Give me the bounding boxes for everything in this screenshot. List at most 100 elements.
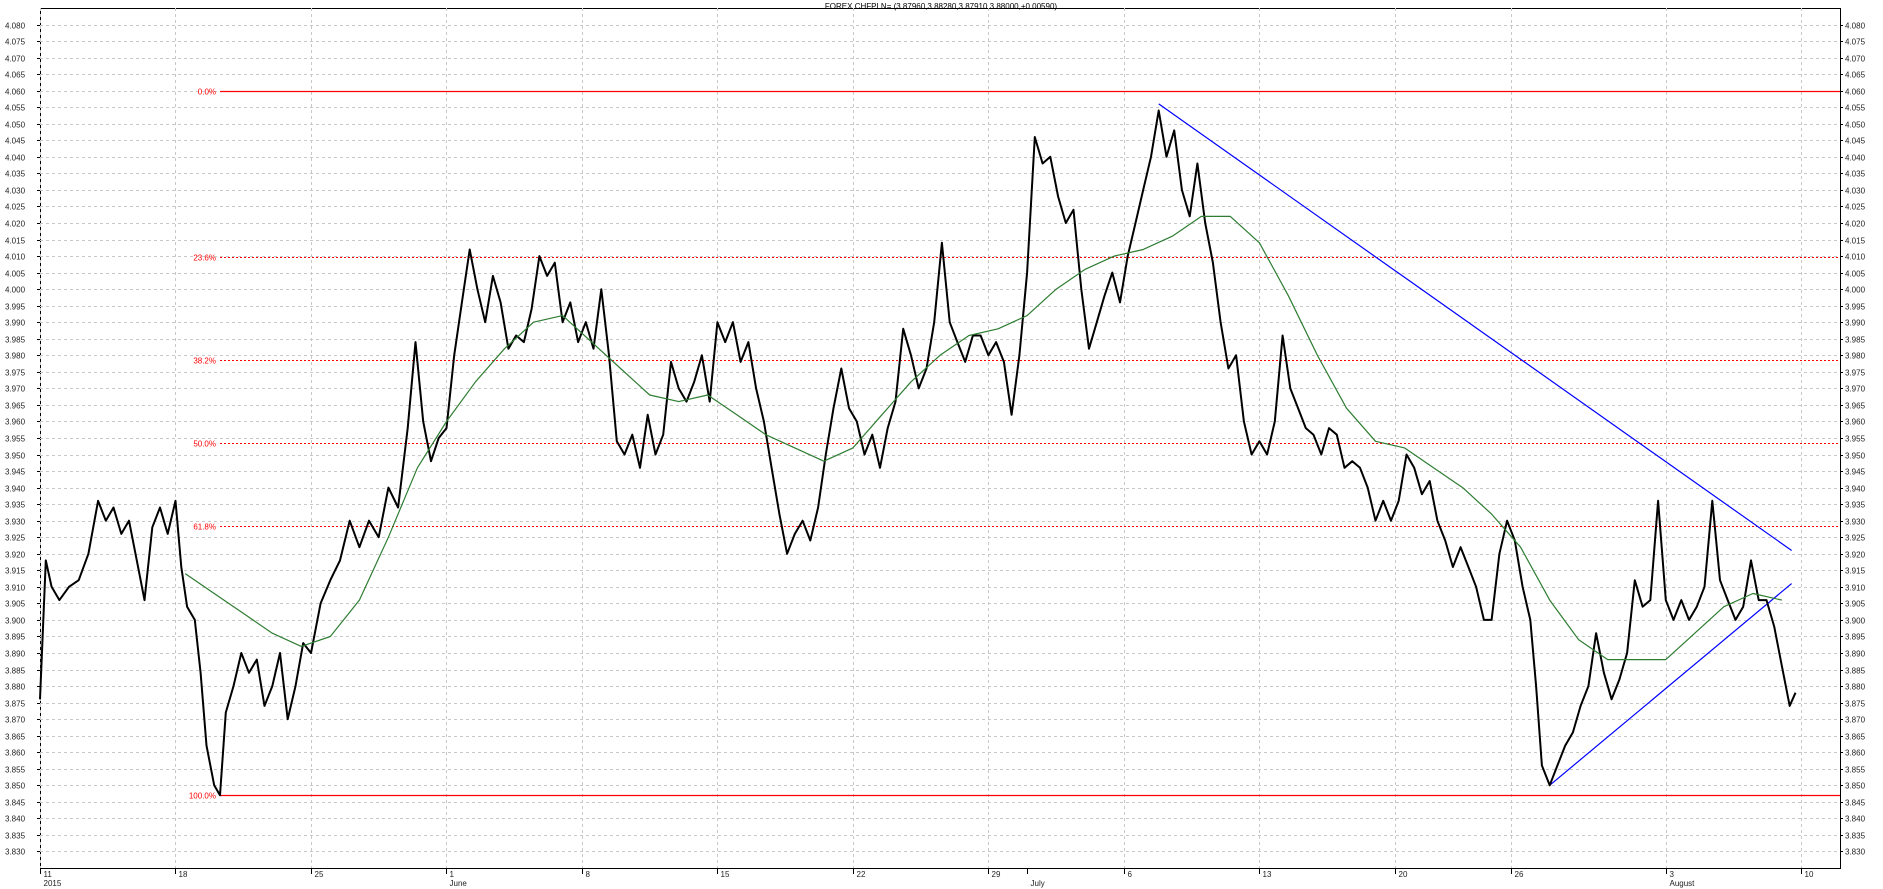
moving-average-line: [184, 215, 1783, 661]
x-tick-label: 10: [1805, 870, 1814, 879]
y-tick-label-right: 3.860: [1845, 749, 1866, 758]
y-tick-label-left: 4.030: [5, 187, 26, 196]
y-tick-label-right: 4.010: [1845, 253, 1866, 262]
y-tick-label-left: 3.935: [5, 501, 26, 510]
y-tick-label-left: 3.910: [5, 584, 26, 593]
fibonacci-label: 38.2%: [193, 357, 216, 366]
y-tick-label-left: 3.900: [5, 617, 26, 626]
y-tick-label-left: 3.975: [5, 369, 26, 378]
x-tick-label: 15: [721, 870, 730, 879]
price-line: [39, 109, 1797, 797]
x-tick-label: 22: [857, 870, 866, 879]
y-tick-label-right: 3.955: [1845, 435, 1866, 444]
y-tick-label-left: 3.920: [5, 551, 26, 560]
y-tick-label-left: 4.065: [5, 71, 26, 80]
y-tick-label-right: 4.000: [1845, 286, 1866, 295]
y-tick-label-left: 4.020: [5, 220, 26, 229]
y-tick-label-right: 4.050: [1845, 121, 1866, 130]
y-tick-label-left: 3.930: [5, 518, 26, 527]
y-tick-label-left: 3.905: [5, 600, 26, 609]
x-tick-label: 6: [1128, 870, 1133, 879]
y-tick-label-left: 3.925: [5, 534, 26, 543]
y-tick-label-left: 3.835: [5, 832, 26, 841]
y-tick-label-right: 3.950: [1845, 452, 1866, 461]
y-tick-label-right: 4.075: [1845, 38, 1866, 47]
y-tick-label-left: 4.055: [5, 104, 26, 113]
y-tick-label-left: 4.035: [5, 170, 26, 179]
y-tick-label-right: 3.880: [1845, 683, 1866, 692]
y-tick-label-right: 3.970: [1845, 385, 1866, 394]
x-tick-label: 8: [586, 870, 591, 879]
y-tick-label-right: 3.895: [1845, 633, 1866, 642]
y-tick-label-right: 3.855: [1845, 766, 1866, 775]
y-tick-label-left: 4.080: [5, 22, 26, 31]
y-tick-label-left: 3.990: [5, 319, 26, 328]
y-tick-label-right: 3.875: [1845, 700, 1866, 709]
x-tick-label: 20: [1399, 870, 1408, 879]
y-tick-label-right: 3.990: [1845, 319, 1866, 328]
y-tick-label-left: 3.870: [5, 716, 26, 725]
y-tick-label-left: 3.970: [5, 385, 26, 394]
y-tick-label-left: 3.860: [5, 749, 26, 758]
y-tick-label-left: 3.940: [5, 485, 26, 494]
x-tick-month-label: June: [450, 879, 468, 888]
trendlines: [1158, 103, 1792, 786]
y-tick-label-left: 4.060: [5, 88, 26, 97]
y-tick-label-right: 4.055: [1845, 104, 1866, 113]
y-tick-label-right: 3.905: [1845, 600, 1866, 609]
y-tick-label-right: 3.975: [1845, 369, 1866, 378]
y-tick-label-right: 3.940: [1845, 485, 1866, 494]
y-tick-label-right: 3.885: [1845, 667, 1866, 676]
y-tick-label-left: 3.850: [5, 782, 26, 791]
y-tick-label-left: 3.995: [5, 303, 26, 312]
y-tick-label-left: 4.050: [5, 121, 26, 130]
y-tick-label-left: 3.830: [5, 848, 26, 857]
x-tick-label: 11: [44, 870, 53, 879]
x-tick-month-label: July: [1031, 879, 1045, 888]
y-tick-label-right: 4.070: [1845, 55, 1866, 64]
y-tick-label-right: 3.835: [1845, 832, 1866, 841]
x-tick-label: 29: [992, 870, 1001, 879]
y-tick-label-left: 3.855: [5, 766, 26, 775]
y-tick-label-left: 3.865: [5, 733, 26, 742]
x-tick-label: 18: [179, 870, 188, 879]
x-tick-month-label: 2015: [44, 879, 62, 888]
fibonacci-label: 0.0%: [198, 88, 216, 97]
x-tick-label: 13: [1263, 870, 1272, 879]
trendline: [1549, 583, 1792, 786]
y-tick-label-right: 3.865: [1845, 733, 1866, 742]
y-tick-label-right: 3.915: [1845, 567, 1866, 576]
y-tick-label-left: 3.895: [5, 633, 26, 642]
y-tick-label-right: 3.925: [1845, 534, 1866, 543]
chart-title: FOREX CHFPLN= (3.87960,3.88280,3.87910,3…: [825, 2, 1057, 11]
y-tick-label-right: 3.995: [1845, 303, 1866, 312]
y-tick-label-right: 4.015: [1845, 237, 1866, 246]
y-tick-label-right: 3.890: [1845, 650, 1866, 659]
y-tick-label-left: 3.965: [5, 402, 26, 411]
y-tick-label-left: 3.955: [5, 435, 26, 444]
y-tick-label-right: 4.020: [1845, 220, 1866, 229]
y-tick-label-left: 3.840: [5, 815, 26, 824]
y-tick-label-left: 4.000: [5, 286, 26, 295]
y-tick-label-right: 4.005: [1845, 270, 1866, 279]
fibonacci-label: 100.0%: [189, 792, 216, 801]
y-tick-label-right: 4.045: [1845, 137, 1866, 146]
fibonacci-label: 61.8%: [193, 523, 216, 532]
x-tick-label: 26: [1515, 870, 1524, 879]
y-tick-label-left: 4.075: [5, 38, 26, 47]
x-tick-label: 25: [315, 870, 324, 879]
fibonacci-label: 23.6%: [193, 254, 216, 263]
trendline: [1158, 103, 1792, 551]
y-tick-label-left: 3.845: [5, 799, 26, 808]
y-tick-label-right: 3.870: [1845, 716, 1866, 725]
y-tick-label-left: 3.880: [5, 683, 26, 692]
y-tick-label-left: 3.885: [5, 667, 26, 676]
y-tick-label-left: 3.985: [5, 336, 26, 345]
y-tick-label-left: 3.915: [5, 567, 26, 576]
y-tick-label-left: 4.045: [5, 137, 26, 146]
y-tick-label-left: 3.950: [5, 452, 26, 461]
y-tick-label-left: 4.005: [5, 270, 26, 279]
fibonacci-label: 50.0%: [193, 440, 216, 449]
x-tick-month-label: August: [1670, 879, 1696, 888]
